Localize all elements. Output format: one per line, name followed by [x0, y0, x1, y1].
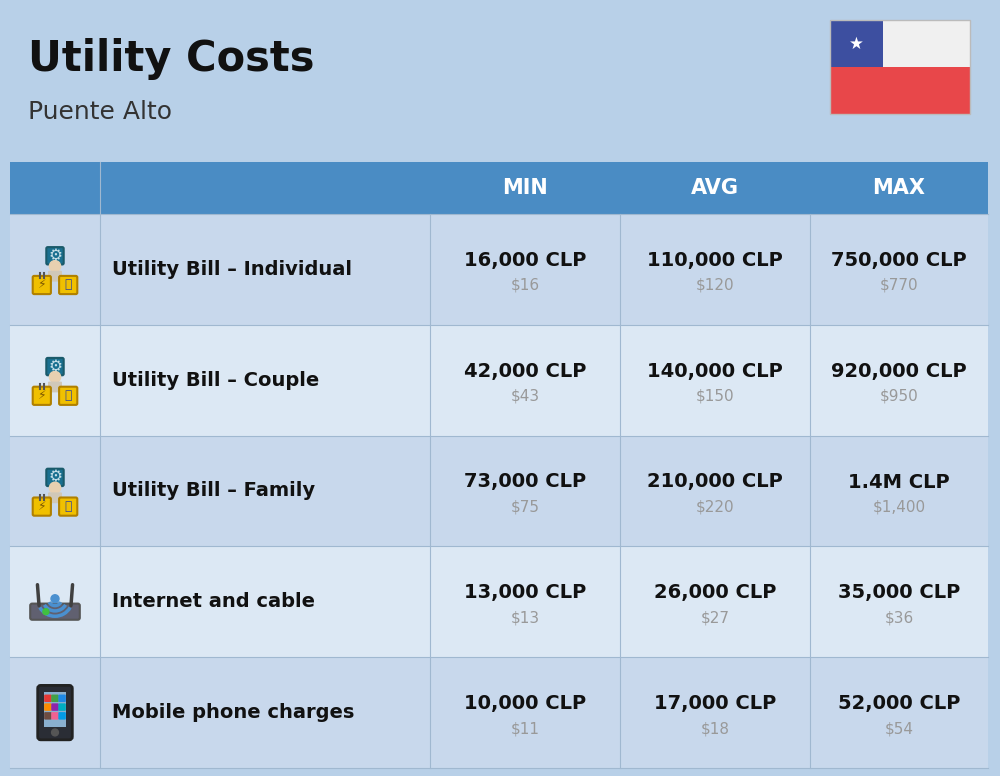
Text: Utility Bill – Family: Utility Bill – Family: [112, 481, 315, 501]
Text: 73,000 CLP: 73,000 CLP: [464, 473, 586, 491]
Polygon shape: [883, 20, 970, 67]
Text: $150: $150: [696, 389, 734, 404]
FancyBboxPatch shape: [48, 271, 62, 282]
Text: $75: $75: [511, 500, 540, 514]
FancyBboxPatch shape: [59, 386, 77, 405]
Text: $18: $18: [700, 721, 730, 736]
FancyBboxPatch shape: [38, 685, 72, 740]
FancyBboxPatch shape: [58, 703, 66, 711]
FancyBboxPatch shape: [58, 712, 66, 719]
Text: 110,000 CLP: 110,000 CLP: [647, 251, 783, 270]
Text: 10,000 CLP: 10,000 CLP: [464, 694, 586, 713]
Text: 920,000 CLP: 920,000 CLP: [831, 362, 967, 381]
Text: $16: $16: [510, 278, 540, 293]
Text: 🚿: 🚿: [65, 279, 72, 292]
Text: 35,000 CLP: 35,000 CLP: [838, 584, 960, 602]
FancyBboxPatch shape: [51, 712, 59, 719]
FancyBboxPatch shape: [46, 469, 64, 486]
Text: 16,000 CLP: 16,000 CLP: [464, 251, 586, 270]
FancyBboxPatch shape: [51, 695, 59, 702]
Polygon shape: [830, 20, 883, 67]
FancyBboxPatch shape: [46, 358, 64, 376]
Text: ⚙: ⚙: [48, 470, 62, 485]
FancyBboxPatch shape: [44, 712, 52, 719]
FancyBboxPatch shape: [33, 386, 51, 405]
FancyBboxPatch shape: [33, 276, 51, 294]
Text: $54: $54: [885, 721, 914, 736]
Text: MIN: MIN: [502, 178, 548, 198]
Text: 1.4M CLP: 1.4M CLP: [848, 473, 950, 491]
Text: 🚿: 🚿: [65, 500, 72, 513]
FancyBboxPatch shape: [59, 497, 77, 516]
Circle shape: [49, 482, 61, 494]
Text: Utility Bill – Couple: Utility Bill – Couple: [112, 371, 319, 390]
Text: AVG: AVG: [691, 178, 739, 198]
Circle shape: [43, 608, 49, 615]
Text: $1,400: $1,400: [872, 500, 926, 514]
FancyBboxPatch shape: [44, 695, 52, 702]
Text: Utility Bill – Individual: Utility Bill – Individual: [112, 260, 352, 279]
Text: 52,000 CLP: 52,000 CLP: [838, 694, 960, 713]
Text: $120: $120: [696, 278, 734, 293]
FancyBboxPatch shape: [48, 493, 62, 503]
Text: 140,000 CLP: 140,000 CLP: [647, 362, 783, 381]
Text: ⚡: ⚡: [37, 279, 46, 292]
Circle shape: [51, 594, 59, 603]
FancyBboxPatch shape: [30, 604, 80, 620]
Text: 42,000 CLP: 42,000 CLP: [464, 362, 586, 381]
Circle shape: [49, 372, 61, 383]
FancyBboxPatch shape: [33, 497, 51, 516]
FancyBboxPatch shape: [46, 247, 64, 265]
Text: $220: $220: [696, 500, 734, 514]
FancyBboxPatch shape: [59, 276, 77, 294]
Text: 210,000 CLP: 210,000 CLP: [647, 473, 783, 491]
Text: $770: $770: [880, 278, 918, 293]
Text: ⚡: ⚡: [37, 390, 46, 402]
FancyBboxPatch shape: [10, 546, 988, 657]
Text: $11: $11: [511, 721, 540, 736]
FancyBboxPatch shape: [10, 214, 988, 325]
Text: 26,000 CLP: 26,000 CLP: [654, 584, 776, 602]
Text: ⚡: ⚡: [37, 500, 46, 513]
FancyBboxPatch shape: [44, 692, 66, 727]
FancyBboxPatch shape: [10, 657, 988, 768]
Text: Utility Costs: Utility Costs: [28, 38, 314, 80]
Text: 17,000 CLP: 17,000 CLP: [654, 694, 776, 713]
Text: 🚿: 🚿: [65, 390, 72, 402]
Text: $13: $13: [510, 610, 540, 625]
Text: Internet and cable: Internet and cable: [112, 592, 315, 611]
Polygon shape: [830, 67, 970, 114]
Text: 13,000 CLP: 13,000 CLP: [464, 584, 586, 602]
Text: ★: ★: [849, 34, 864, 53]
Text: Mobile phone charges: Mobile phone charges: [112, 703, 354, 722]
Circle shape: [49, 261, 61, 272]
Circle shape: [52, 729, 58, 736]
FancyBboxPatch shape: [10, 325, 988, 435]
Text: $43: $43: [510, 389, 540, 404]
Text: ⚙: ⚙: [48, 248, 62, 263]
FancyBboxPatch shape: [58, 695, 66, 702]
Text: Puente Alto: Puente Alto: [28, 100, 172, 124]
FancyBboxPatch shape: [10, 435, 988, 546]
FancyBboxPatch shape: [10, 162, 988, 214]
Text: MAX: MAX: [872, 178, 926, 198]
Text: $36: $36: [884, 610, 914, 625]
Text: $27: $27: [700, 610, 730, 625]
FancyBboxPatch shape: [44, 703, 52, 711]
Text: $950: $950: [880, 389, 918, 404]
Text: 750,000 CLP: 750,000 CLP: [831, 251, 967, 270]
Text: ⚙: ⚙: [48, 359, 62, 374]
FancyBboxPatch shape: [48, 382, 62, 393]
FancyBboxPatch shape: [51, 703, 59, 711]
